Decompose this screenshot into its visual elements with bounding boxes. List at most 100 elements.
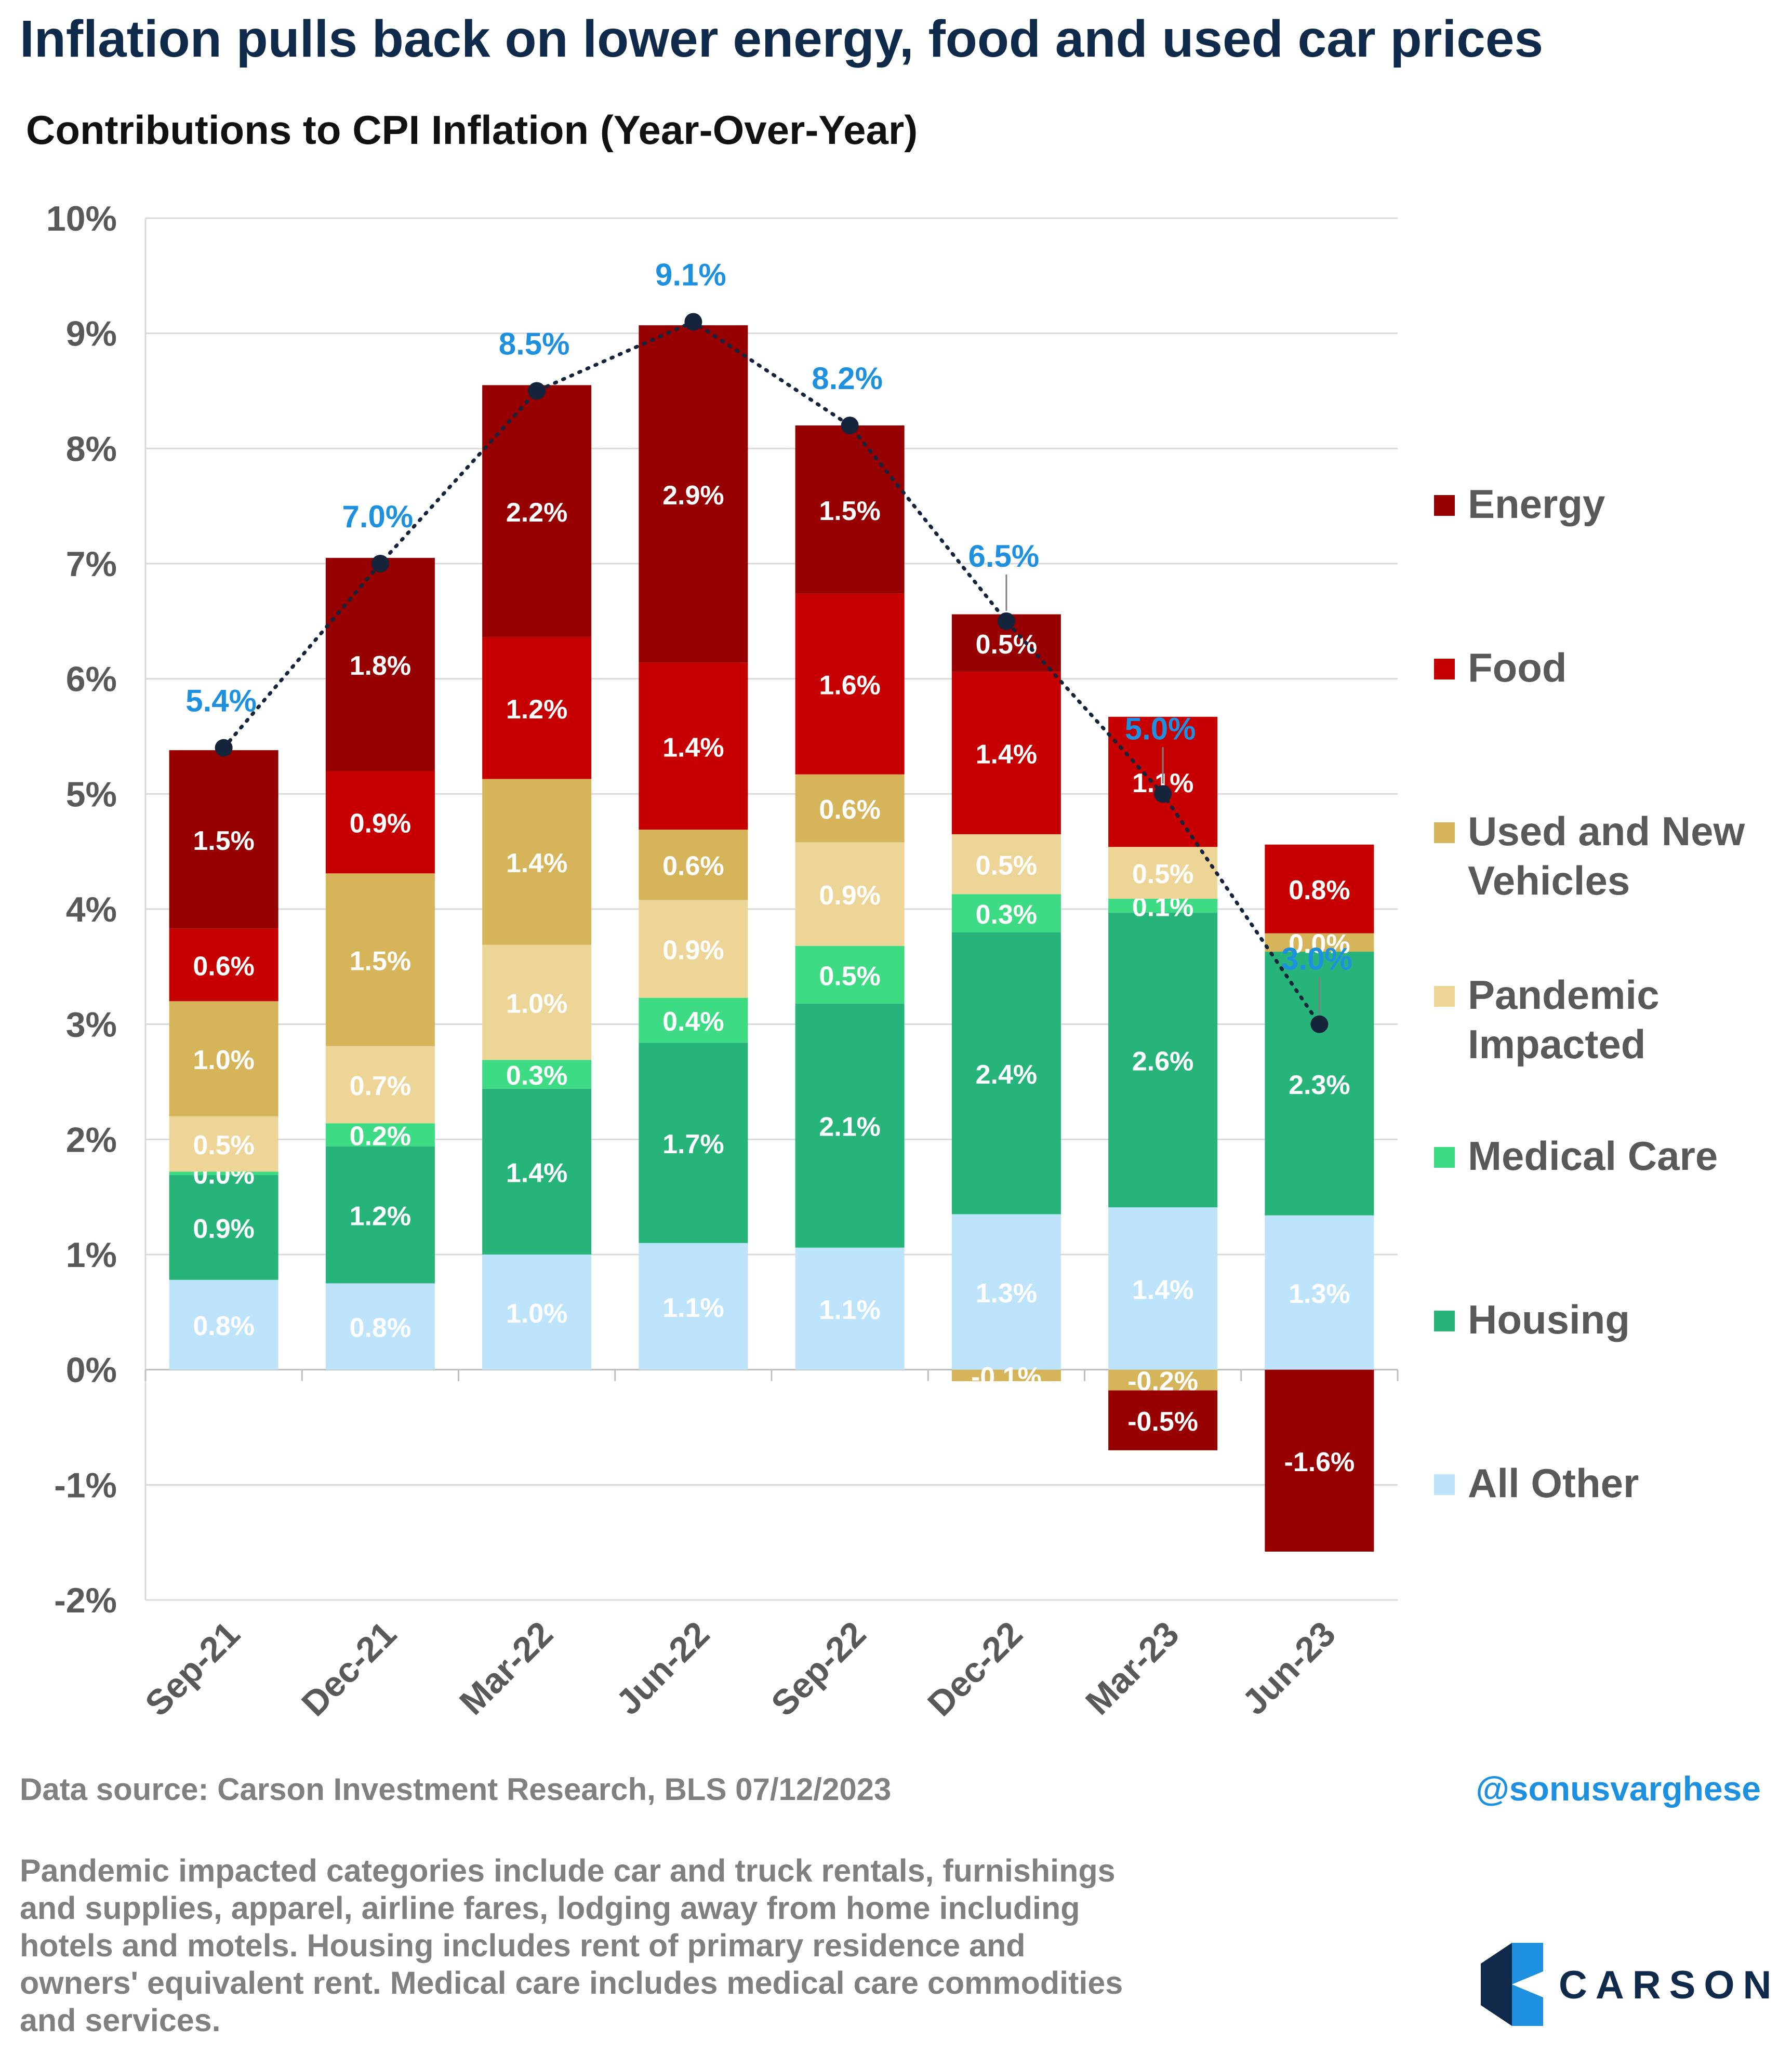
y-tick-label: 0%: [66, 1351, 117, 1390]
data-label: 0.5%: [1132, 859, 1194, 889]
data-label: 1.5%: [193, 826, 255, 856]
y-tick-label: 6%: [66, 660, 117, 699]
legend-swatch: [1434, 822, 1455, 843]
data-label: 1.1%: [662, 1293, 724, 1323]
total-cpi-point: [528, 382, 546, 400]
data-label: 0.6%: [193, 952, 255, 982]
chart-title: Inflation pulls back on lower energy, fo…: [20, 10, 1544, 68]
bar-segment: [639, 900, 748, 998]
data-label: 2.6%: [1132, 1046, 1194, 1076]
bar-segment: [169, 1279, 278, 1370]
bar-segment: [169, 1175, 278, 1280]
data-label: 2.9%: [662, 481, 724, 511]
legend-label: Pandemic: [1468, 972, 1659, 1018]
bar-segment: [1108, 1390, 1218, 1450]
legend-label: Housing: [1468, 1297, 1630, 1342]
bar-segment: [639, 830, 748, 900]
y-tick-label: 5%: [66, 775, 117, 814]
data-label: 0.7%: [350, 1071, 412, 1101]
total-cpi-label: 8.2%: [812, 361, 883, 396]
total-cpi-point: [215, 739, 233, 757]
bar-segment: [1265, 844, 1374, 933]
bar-segment: [795, 774, 905, 843]
data-label: 1.0%: [506, 989, 568, 1019]
total-cpi-point: [371, 555, 389, 572]
bar-segment: [795, 842, 905, 946]
bar-segment: [639, 662, 748, 830]
data-label: 1.5%: [819, 496, 881, 526]
bar-segment: [325, 1283, 435, 1370]
x-tick-label: Sep-21: [138, 1614, 247, 1724]
x-tick-label: Mar-22: [452, 1614, 561, 1723]
legend-label: Medical Care: [1468, 1133, 1718, 1179]
carson-logo: CARSON: [1481, 1943, 1772, 2026]
bar-segment: [325, 557, 435, 771]
footnote: Pandemic impacted categories include car…: [20, 1853, 1123, 2038]
x-tick-label: Dec-22: [920, 1614, 1030, 1724]
data-label: 1.5%: [350, 946, 412, 977]
bar-segment: [639, 997, 748, 1043]
bar-segment: [325, 1046, 435, 1124]
bar-segment: [482, 944, 592, 1060]
bar-segment: [795, 593, 905, 775]
bar-segment: [325, 1123, 435, 1146]
data-label: 1.6%: [819, 671, 881, 701]
data-label: 0.8%: [1289, 875, 1350, 905]
data-label: 0.4%: [662, 1007, 724, 1037]
data-label: 1.1%: [819, 1295, 881, 1325]
legend-label: Food: [1468, 645, 1567, 690]
bar-segment: [639, 1243, 748, 1370]
data-label: 2.2%: [506, 498, 568, 528]
data-label: 1.4%: [506, 848, 568, 878]
bar-segment: [325, 873, 435, 1046]
bar-segment: [1265, 1369, 1374, 1552]
x-tick-label: Sep-22: [764, 1614, 873, 1724]
data-label: 0.5%: [976, 851, 1038, 881]
data-label: 1.2%: [506, 695, 568, 725]
bar-segment: [325, 1146, 435, 1284]
bar-segment: [482, 1255, 592, 1370]
data-label: 0.9%: [662, 935, 724, 965]
bar-segment: [951, 932, 1061, 1215]
data-label: 0.9%: [193, 1214, 255, 1244]
total-cpi-label: 7.0%: [342, 499, 413, 534]
bar-segment: [169, 1116, 278, 1172]
data-label: 1.8%: [350, 651, 412, 681]
y-tick-label: 1%: [66, 1235, 117, 1275]
data-label: 0.6%: [662, 851, 724, 882]
y-tick-label: -2%: [54, 1581, 117, 1620]
y-tick-label: 8%: [66, 429, 117, 469]
total-cpi-label: 8.5%: [499, 327, 570, 362]
bar-segment: [1108, 912, 1218, 1208]
data-label: 1.4%: [976, 740, 1038, 770]
data-label: 1.2%: [350, 1202, 412, 1232]
bar-segment: [169, 1171, 278, 1176]
bar-segment: [169, 1001, 278, 1116]
x-tick-label: Jun-23: [1235, 1614, 1343, 1723]
data-label: 1.4%: [662, 732, 724, 763]
bar-segment: [795, 1247, 905, 1370]
bar-segment: [951, 894, 1061, 932]
legend-label: All Other: [1468, 1460, 1639, 1506]
bar-segment: [482, 779, 592, 945]
bar-segment: [325, 771, 435, 874]
y-tick-label: -1%: [54, 1465, 117, 1505]
data-label: 0.3%: [976, 900, 1038, 930]
data-label: 0.8%: [350, 1313, 412, 1343]
author-handle: @sonusvarghese: [1476, 1769, 1761, 1808]
bar-segment: [1265, 933, 1374, 952]
total-cpi-point: [684, 313, 702, 331]
bar-segment: [1108, 1369, 1218, 1391]
y-tick-label: 10%: [46, 199, 117, 238]
data-label: 2.4%: [976, 1060, 1038, 1090]
data-label: 0.5%: [193, 1130, 255, 1161]
data-label: -1.6%: [1284, 1447, 1355, 1477]
data-label: 1.3%: [1289, 1279, 1350, 1309]
bar-segment: [482, 1060, 592, 1089]
x-tick-label: Dec-21: [294, 1614, 404, 1724]
data-label: 0.8%: [193, 1311, 255, 1341]
carson-logo-text: CARSON: [1559, 1963, 1780, 2007]
bar-segment: [482, 1088, 592, 1255]
bar-segment: [1265, 1215, 1374, 1370]
legend-swatch: [1434, 1147, 1455, 1168]
